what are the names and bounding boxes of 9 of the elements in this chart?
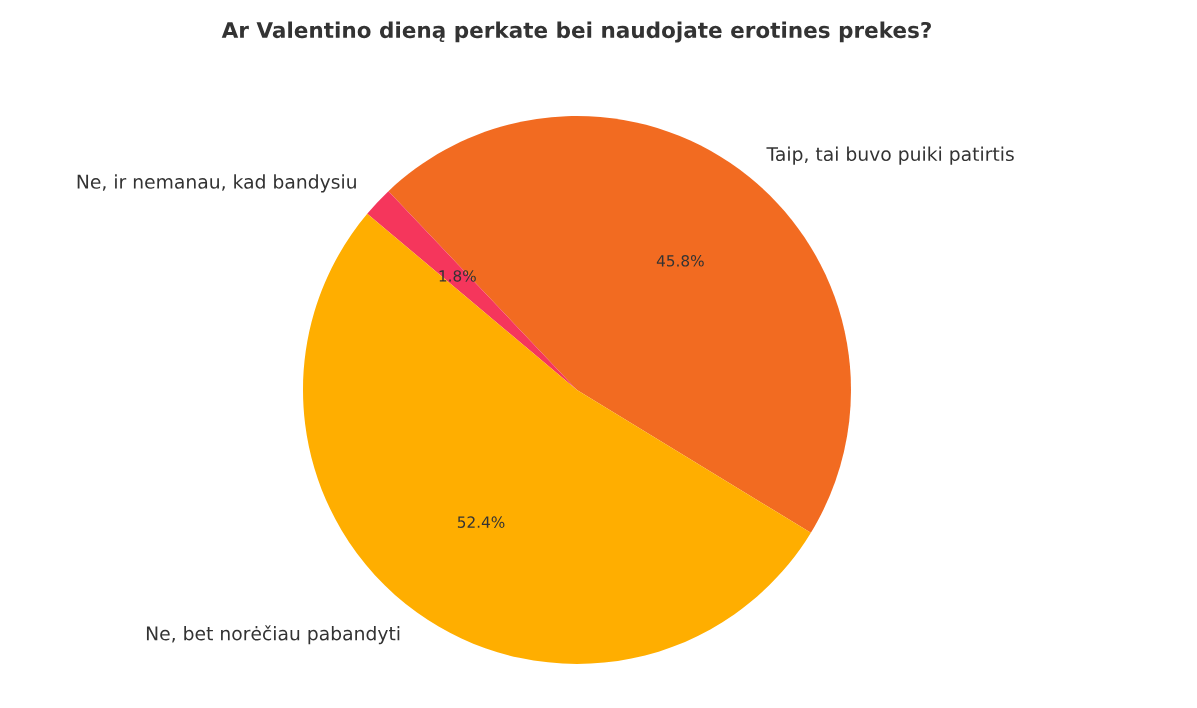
data-label: 1.8% [439, 270, 476, 282]
chart-title: Ar Valentino dieną perkate bei naudojate erotines prekes? [221, 21, 931, 43]
slice-label: Ne, ir nemanau, kad bandysiu [77, 174, 356, 193]
pie-slice [303, 213, 811, 664]
pie-slice [367, 191, 577, 390]
data-label: 45.8% [656, 255, 704, 267]
slice-label: Taip, tai buvo puiki patirtis [766, 146, 1014, 165]
data-label: 52.4% [457, 516, 505, 528]
slice-label: Ne, bet norėčiau pabandyti [146, 625, 400, 645]
